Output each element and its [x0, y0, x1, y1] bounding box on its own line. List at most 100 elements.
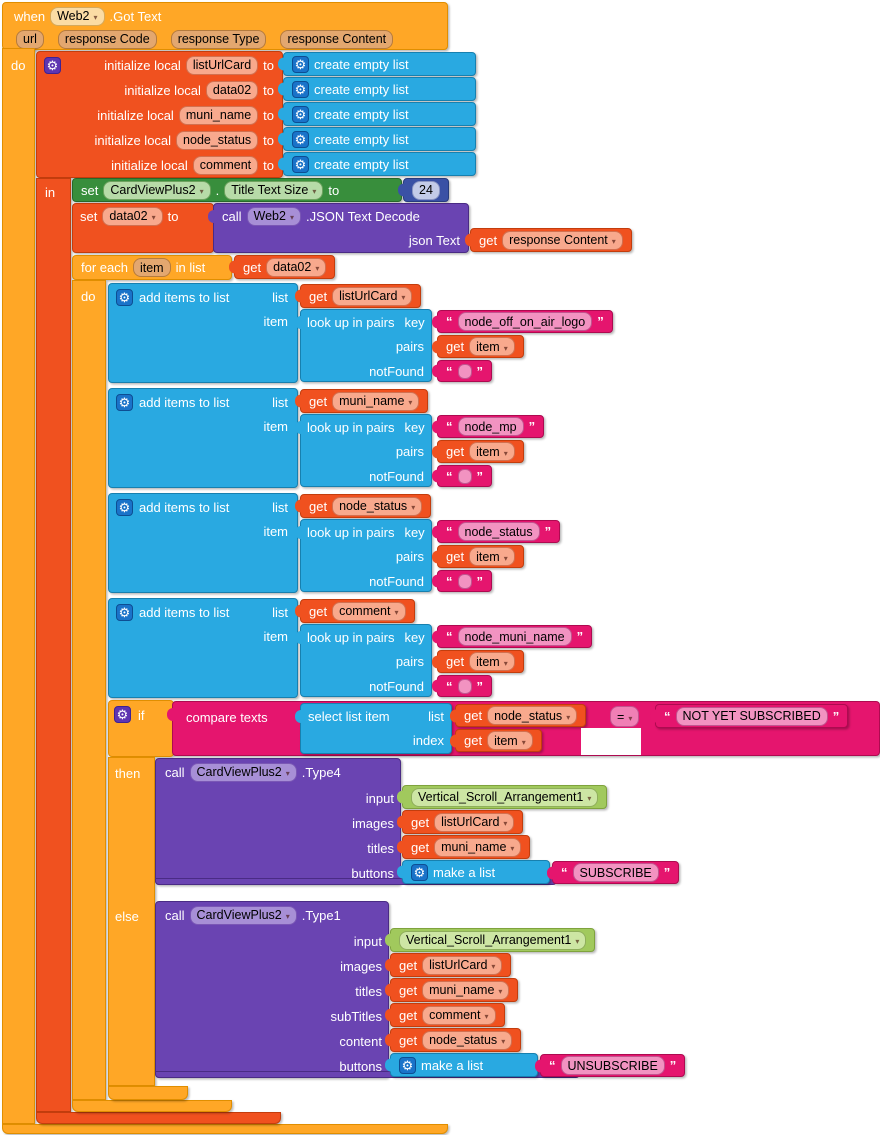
get-variable-block[interactable]: get item: [437, 650, 524, 673]
empty-string-block[interactable]: [437, 675, 492, 697]
empty-string-block[interactable]: [437, 570, 492, 592]
lookup-pairs-block[interactable]: [295, 519, 432, 592]
variable-dropdown[interactable]: data02: [102, 206, 163, 226]
text-string-block[interactable]: NOT YET SUBSCRIBED: [655, 704, 849, 728]
if-block-bottom[interactable]: [108, 1086, 188, 1100]
variable-dropdown[interactable]: comment: [422, 1005, 496, 1025]
number-field[interactable]: 24: [412, 180, 440, 200]
loop-variable-field[interactable]: item: [132, 258, 171, 277]
variable-dropdown[interactable]: muni_name: [422, 980, 510, 1000]
variable-dropdown[interactable]: listUrlCard: [332, 286, 413, 306]
string-field[interactable]: NOT YET SUBSCRIBED: [675, 706, 828, 726]
lookup-pairs-block[interactable]: [295, 414, 432, 487]
get-variable-block[interactable]: get item: [455, 729, 542, 752]
variable-dropdown[interactable]: item: [469, 442, 515, 461]
string-field[interactable]: [457, 678, 472, 694]
get-variable-block[interactable]: get item: [437, 335, 524, 358]
text-string-block[interactable]: UNSUBSCRIBE: [540, 1054, 686, 1077]
string-field[interactable]: SUBSCRIBE: [572, 863, 659, 882]
mutator-gear-icon[interactable]: [292, 130, 309, 148]
variable-dropdown[interactable]: muni_name: [332, 391, 420, 411]
event-param-response-content[interactable]: response Content: [280, 29, 394, 49]
mutator-gear-icon[interactable]: [292, 55, 309, 73]
create-empty-list-block[interactable]: create empty list: [283, 152, 476, 176]
component-dropdown[interactable]: Vertical_Scroll_Arrangement1: [399, 930, 587, 950]
get-variable-block[interactable]: get node_status: [300, 494, 432, 518]
mutator-gear-icon[interactable]: [116, 288, 133, 306]
create-empty-list-block[interactable]: create empty list: [283, 102, 476, 126]
mutator-gear-icon[interactable]: [411, 863, 428, 881]
get-variable-block[interactable]: get muni_name: [402, 835, 531, 859]
text-string-block[interactable]: SUBSCRIBE: [552, 861, 680, 884]
if-block-spine[interactable]: [108, 757, 155, 1086]
get-variable-block[interactable]: get comment: [390, 1003, 505, 1027]
make-a-list-block[interactable]: make a list: [390, 1053, 538, 1077]
mutator-gear-icon[interactable]: [292, 105, 309, 123]
local-name-field[interactable]: node_status: [176, 130, 259, 150]
add-items-block[interactable]: [108, 388, 298, 488]
event-param-response-code[interactable]: response Code: [57, 29, 157, 49]
string-field[interactable]: node_muni_name: [457, 627, 572, 646]
string-field[interactable]: UNSUBSCRIBE: [560, 1056, 665, 1075]
component-dropdown[interactable]: Web2: [246, 206, 301, 226]
component-dropdown[interactable]: CardViewPlus2: [103, 180, 211, 200]
mutator-gear-icon[interactable]: [399, 1056, 416, 1074]
string-field[interactable]: node_off_on_air_logo: [457, 312, 593, 331]
number-block[interactable]: 24: [403, 178, 449, 202]
string-field[interactable]: [457, 363, 472, 379]
string-field[interactable]: node_status: [457, 522, 540, 541]
mutator-gear-icon[interactable]: [292, 80, 309, 98]
get-variable-block[interactable]: get muni_name: [390, 978, 519, 1002]
variable-dropdown[interactable]: listUrlCard: [434, 812, 515, 832]
lookup-pairs-block[interactable]: [295, 309, 432, 382]
variable-dropdown[interactable]: muni_name: [434, 837, 522, 857]
variable-dropdown[interactable]: response Content: [502, 230, 623, 250]
local-name-field[interactable]: comment: [192, 155, 259, 175]
text-string-block[interactable]: node_muni_name: [437, 625, 593, 648]
variable-dropdown[interactable]: node_status: [487, 706, 578, 725]
variable-dropdown[interactable]: node_status: [332, 496, 423, 516]
create-empty-list-block[interactable]: create empty list: [283, 127, 476, 151]
get-variable-block[interactable]: get data02: [234, 255, 336, 279]
add-items-block[interactable]: [108, 598, 298, 698]
create-empty-list-block[interactable]: create empty list: [283, 77, 476, 101]
property-dropdown[interactable]: Title Text Size: [224, 180, 324, 200]
call-type1-block[interactable]: [155, 901, 389, 1078]
foreach-block-header[interactable]: for each item in list: [72, 255, 232, 280]
get-variable-block[interactable]: get node_status: [455, 704, 587, 727]
get-variable-block[interactable]: get listUrlCard: [300, 284, 422, 308]
text-string-block[interactable]: node_off_on_air_logo: [437, 310, 613, 333]
foreach-spine[interactable]: [72, 280, 106, 1100]
add-items-block[interactable]: [108, 283, 298, 383]
when-block-bottom[interactable]: [2, 1124, 448, 1134]
select-list-item-block[interactable]: [295, 703, 452, 754]
component-dropdown[interactable]: CardViewPlus2: [189, 762, 297, 782]
variable-dropdown[interactable]: item: [487, 731, 533, 750]
variable-dropdown[interactable]: node_status: [422, 1030, 513, 1050]
variable-dropdown[interactable]: comment: [332, 601, 406, 621]
local-name-field[interactable]: muni_name: [178, 105, 259, 125]
mutator-gear-icon[interactable]: [116, 603, 133, 621]
text-string-block[interactable]: node_status: [437, 520, 561, 543]
make-a-list-block[interactable]: make a list: [402, 860, 550, 884]
when-block-spine[interactable]: [2, 48, 35, 1124]
get-variable-block[interactable]: get item: [437, 440, 524, 463]
create-empty-list-block[interactable]: create empty list: [283, 52, 476, 76]
get-variable-block[interactable]: get response Content: [470, 228, 632, 252]
get-variable-block[interactable]: get listUrlCard: [402, 810, 524, 834]
local-name-field[interactable]: data02: [205, 80, 259, 100]
mutator-gear-icon[interactable]: [116, 393, 133, 411]
get-variable-block[interactable]: get muni_name: [300, 389, 429, 413]
variable-dropdown[interactable]: data02: [266, 257, 327, 277]
init-local-spine[interactable]: [36, 178, 71, 1112]
event-param-response-type[interactable]: response Type: [170, 29, 267, 49]
variable-dropdown[interactable]: item: [469, 337, 515, 356]
event-component-dropdown[interactable]: Web2: [50, 6, 105, 26]
component-dropdown[interactable]: CardViewPlus2: [189, 905, 297, 925]
get-variable-block[interactable]: get listUrlCard: [390, 953, 512, 977]
init-local-bottom[interactable]: [36, 1112, 281, 1124]
variable-dropdown[interactable]: item: [469, 547, 515, 566]
get-variable-block[interactable]: get node_status: [390, 1028, 522, 1052]
mutator-gear-icon[interactable]: [116, 498, 133, 516]
get-variable-block[interactable]: get item: [437, 545, 524, 568]
